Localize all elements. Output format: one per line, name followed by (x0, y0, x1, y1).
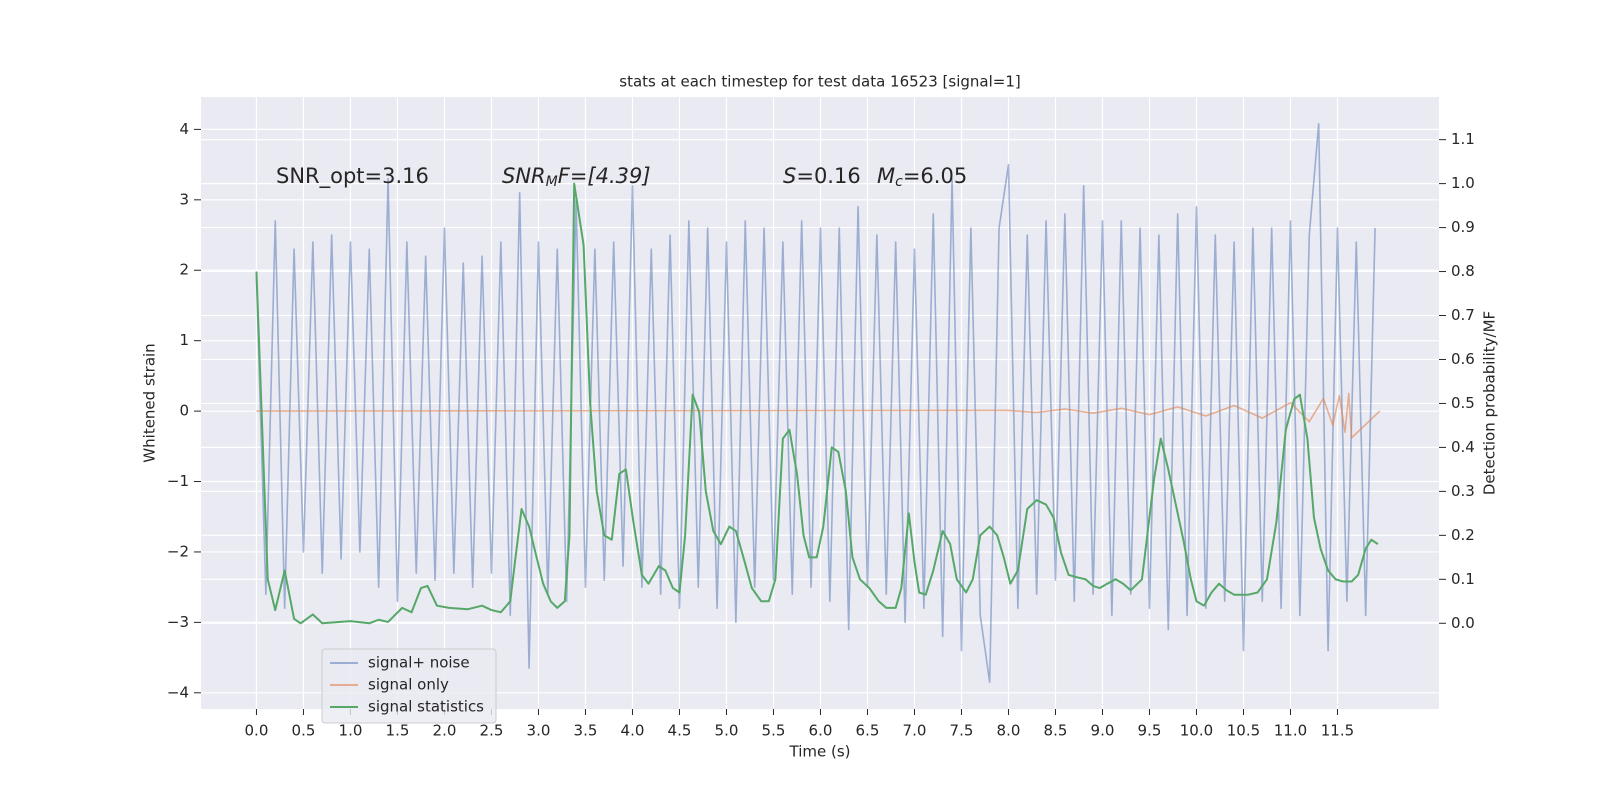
x-tick-label: 3.0 (527, 722, 551, 740)
x-tick-label: 1.5 (386, 722, 410, 740)
x-tick-label: 7.5 (950, 722, 974, 740)
x-tick-label: 2.0 (433, 722, 457, 740)
series-line (255, 122, 1376, 684)
y-tick-label: 0 (179, 402, 189, 420)
y-axis-label: Whitened strain (141, 343, 159, 462)
x-axis-label: Time (s) (789, 743, 851, 761)
legend: signal+ noise signal only signal statistic… (321, 648, 497, 724)
y2-tick-label: 0.2 (1451, 526, 1475, 544)
y2-tick-label: 0.8 (1451, 262, 1475, 280)
annotation-part: M (877, 164, 895, 188)
annotation-part: =0.16 (796, 164, 860, 188)
overlay: 0.0 0.5 1.0 1.5 2.0 2.5 3.0 3.5 4.0 4.5 5.0 5.5 6.0 6… (167, 120, 1475, 740)
y2-tick-label: 0.1 (1451, 570, 1475, 588)
x-tick-label: 11.0 (1274, 722, 1307, 740)
x-tick-label: 10.5 (1227, 722, 1260, 740)
annotation-part: S (783, 164, 796, 188)
x-tick-label: 3.5 (574, 722, 598, 740)
x-tick-label: 0.5 (292, 722, 316, 740)
y-tick-label: 2 (179, 261, 189, 279)
y2-axis-label: Detection probability/MF (1481, 311, 1499, 495)
y2-tick-label: 1.1 (1451, 130, 1475, 148)
x-tick-label: 9.5 (1138, 722, 1162, 740)
x-tick-label: 9.0 (1091, 722, 1115, 740)
annotation-part: =6.05 (903, 164, 967, 188)
chart-title: stats at each timestep for test data 165… (619, 73, 1020, 91)
y-tick-label: 4 (179, 120, 189, 138)
x-tick-label: 6.0 (809, 722, 833, 740)
y2-tick-label: 0.9 (1451, 218, 1475, 236)
series-line (255, 182, 1379, 625)
x-tick-label: 6.5 (856, 722, 880, 740)
x-tick-label: 4.5 (668, 722, 692, 740)
y2-tick-label: 1.0 (1451, 174, 1475, 192)
annotation-part: M (546, 174, 558, 190)
y-tick-label: 3 (179, 190, 189, 208)
annotation-part: SNR (502, 164, 546, 188)
y-tick-label: 1 (179, 331, 189, 349)
x-tick-label: 8.5 (1044, 722, 1068, 740)
y2-tick-label: 0.4 (1451, 438, 1475, 456)
x-tick-label: 5.0 (715, 722, 739, 740)
x-tick-label: 11.5 (1321, 722, 1354, 740)
y2-tick-label: 0.0 (1451, 614, 1475, 632)
y-tick-label: −2 (167, 542, 189, 560)
y-tick-label: −1 (167, 472, 189, 490)
annotation: S=0.16 (783, 164, 861, 188)
x-tick-label: 7.0 (903, 722, 927, 740)
annotation: Mc=6.05 (877, 164, 967, 190)
x-tick-label: 10.0 (1180, 722, 1213, 740)
x-tick-label: 5.5 (762, 722, 786, 740)
x-tick-label: 2.5 (480, 722, 504, 740)
annotation: SNR_opt=3.16 (276, 164, 429, 189)
legend-label: signal+ noise (368, 654, 470, 672)
legend-label: signal statistics (368, 698, 484, 716)
y2-tick-label: 0.3 (1451, 482, 1475, 500)
annotation-part: F=[4.39] (558, 164, 651, 188)
y-tick-label: −3 (167, 613, 189, 631)
y2-tick-label: 0.6 (1451, 350, 1475, 368)
x-tick-label: 1.0 (339, 722, 363, 740)
y2-tick-label: 0.7 (1451, 306, 1475, 324)
annotation-part: c (895, 174, 903, 190)
x-tick-label: 8.0 (997, 722, 1021, 740)
marks (255, 122, 1381, 684)
legend-label: signal only (368, 676, 449, 694)
legend-box (321, 648, 497, 724)
annotation: SNRMF=[4.39] (502, 164, 651, 190)
y2-tick-label: 0.5 (1451, 394, 1475, 412)
x-tick-label: 0.0 (245, 722, 269, 740)
y-tick-label: −4 (167, 683, 189, 701)
series-line (256, 392, 1381, 439)
x-tick-label: 4.0 (621, 722, 645, 740)
